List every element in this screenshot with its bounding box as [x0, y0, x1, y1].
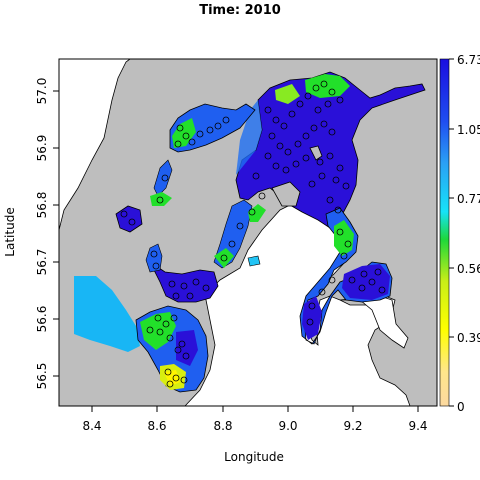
water-shallow-northeast — [236, 100, 262, 175]
water-mid-green — [214, 248, 234, 268]
y-tick-label: 56.7 — [35, 249, 49, 276]
water-south-deep — [176, 330, 198, 366]
sample-stations — [120, 80, 386, 388]
x-axis — [91, 406, 419, 412]
water-south-yellow — [164, 370, 180, 386]
island-center — [271, 181, 301, 207]
island-small — [309, 145, 323, 161]
water-west-strip — [153, 159, 173, 197]
y-tick-label: 56.9 — [35, 135, 49, 162]
water-green-top — [305, 74, 350, 98]
water-central-west — [148, 260, 219, 303]
colorbar-frame — [439, 58, 450, 407]
x-tick-label: 9.2 — [343, 419, 362, 433]
water-mid-small — [247, 255, 261, 267]
y-tick-label: 56.5 — [35, 363, 49, 390]
map-area — [59, 59, 437, 406]
colorbar-tick-label: 0.56 — [457, 262, 480, 276]
x-tick-label: 8.8 — [213, 419, 232, 433]
colorbar-tick-label: 0 — [457, 400, 465, 414]
lagoon-west — [74, 276, 140, 352]
water-east-deep — [342, 264, 390, 300]
colorbar-tick-label: 0.39 — [457, 331, 480, 345]
y-axis — [53, 90, 59, 377]
water-central-strip — [145, 243, 163, 273]
colorbar — [440, 59, 449, 406]
water-west-inlet — [115, 205, 143, 233]
water-west-channel-green — [172, 118, 196, 148]
x-axis-label: Longitude — [224, 450, 284, 464]
y-tick-label: 56.8 — [35, 192, 49, 219]
x-tick-label: 9.4 — [408, 419, 427, 433]
chart-title: Time: 2010 — [199, 3, 281, 18]
x-tick-label: 9.0 — [278, 419, 297, 433]
inner-bay — [339, 295, 409, 349]
x-tick-label: 8.6 — [147, 419, 166, 433]
water-west-strip-green — [150, 192, 172, 206]
colorbar-tick-label: 6.73 — [457, 53, 480, 67]
colorbar-ticks — [449, 58, 454, 407]
y-tick-label: 56.6 — [35, 306, 49, 333]
y-tick-label: 57.0 — [35, 78, 49, 105]
colorbar-tick-label: 1.05 — [457, 123, 480, 137]
x-tick-label: 8.4 — [82, 419, 101, 433]
y-axis-label: Latitude — [3, 207, 17, 256]
colorbar-tick-label: 0.77 — [457, 192, 480, 206]
water-green-top2 — [275, 84, 300, 104]
water-east-deep2 — [302, 296, 322, 340]
water-green-mid — [248, 204, 266, 222]
plot-frame — [58, 58, 438, 407]
